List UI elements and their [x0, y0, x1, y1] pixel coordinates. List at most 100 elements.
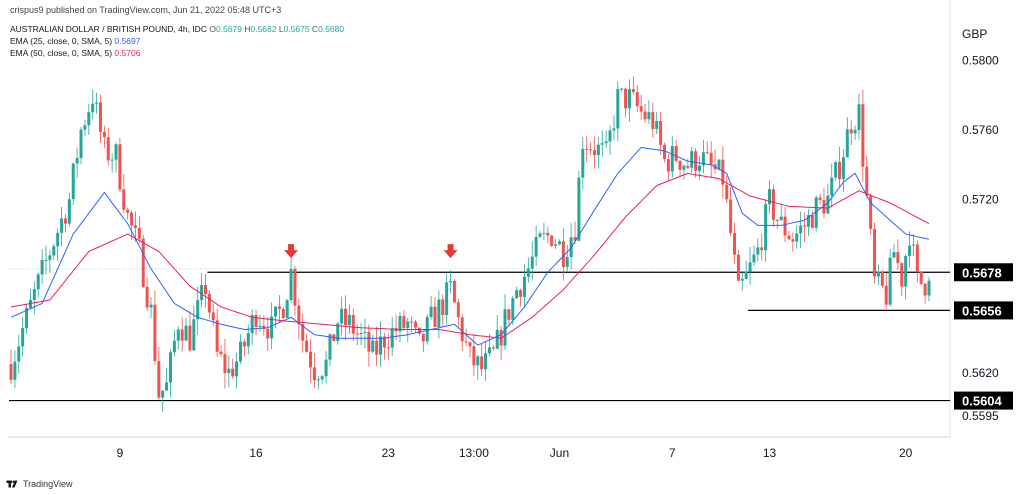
candle-body: [709, 152, 713, 165]
currency-label: GBP: [962, 27, 987, 41]
candle-body: [379, 336, 383, 355]
time-tick-label: 20: [899, 446, 913, 460]
price-tick-label: 0.5720: [962, 192, 999, 206]
candle-body: [456, 302, 460, 318]
candle-body: [145, 286, 149, 308]
candle-body: [40, 259, 44, 275]
ema-50-line: [10, 172, 930, 339]
candle-body: [779, 216, 783, 221]
candle-body: [192, 319, 196, 351]
candle-body: [246, 333, 250, 347]
candle-body: [293, 268, 297, 306]
candle-body: [690, 151, 694, 168]
candle-body: [165, 382, 169, 391]
candle-body: [235, 361, 239, 377]
candle-body: [285, 300, 289, 318]
candle-body: [725, 184, 729, 200]
candle-body: [270, 316, 274, 339]
candle-body: [604, 141, 608, 144]
candle-body: [577, 177, 581, 241]
candle-body: [188, 325, 192, 351]
level-label-box: [954, 263, 1013, 282]
down-arrow-marker: [284, 244, 299, 259]
candle-body: [36, 274, 40, 290]
candle-body: [740, 278, 744, 281]
candle-body: [71, 163, 75, 200]
candle-body: [557, 241, 561, 245]
candle-body: [581, 148, 585, 178]
candle-body: [616, 88, 620, 129]
candle-body: [258, 325, 262, 327]
candle-body: [627, 89, 631, 109]
candle-body: [344, 308, 348, 326]
time-tick-label: 7: [669, 446, 676, 460]
candle-body: [631, 89, 635, 93]
candle-body: [911, 244, 915, 246]
candle-body: [398, 316, 402, 332]
candle-body: [67, 199, 71, 224]
candle-body: [421, 333, 425, 342]
candle-body: [464, 341, 468, 343]
candle-body: [814, 197, 818, 228]
candle-body: [705, 152, 709, 154]
ema-25-value: 0.5697: [114, 36, 141, 46]
candle-body: [184, 325, 188, 341]
candle-body: [56, 232, 60, 247]
candle-body: [87, 112, 91, 126]
candle-body: [468, 342, 472, 347]
candle-body: [406, 321, 410, 329]
candle-body: [752, 254, 756, 263]
price-tick-label: 0.5800: [962, 54, 999, 68]
candle-body: [289, 268, 293, 301]
candle-body: [445, 282, 449, 316]
candle-body: [853, 129, 857, 134]
candle-body: [647, 112, 651, 120]
candle-body: [410, 321, 414, 323]
candle-body: [122, 189, 126, 210]
time-axis: 9 16 23 13:00 Jun 7 13 20: [117, 446, 913, 460]
candle-body: [118, 144, 122, 190]
candle-body: [791, 239, 795, 242]
candle-body: [437, 299, 441, 327]
candle-body: [274, 306, 278, 317]
time-tick-label: Jun: [550, 446, 569, 460]
candle-body: [698, 165, 701, 171]
candle-body: [254, 314, 258, 327]
candle-body: [32, 289, 36, 300]
candle-body: [849, 129, 853, 134]
candle-body: [137, 227, 141, 239]
candle-body: [873, 228, 877, 277]
candle-body: [830, 177, 834, 196]
candle-body: [639, 106, 643, 112]
candle-body: [340, 308, 344, 324]
candle-body: [799, 225, 803, 234]
candle-body: [351, 314, 355, 334]
candle-body: [612, 128, 616, 131]
candle-body: [608, 130, 612, 142]
candle-body: [904, 256, 908, 287]
tradingview-footer[interactable]: TradingView: [6, 477, 73, 490]
candle-body: [729, 199, 733, 234]
candle-body: [231, 368, 235, 377]
candle-body: [733, 233, 737, 255]
candle-body: [503, 309, 507, 346]
candle-body: [651, 112, 655, 130]
time-tick-label: 23: [382, 446, 396, 460]
candle-body: [908, 245, 912, 257]
candlestick-series: [9, 76, 931, 412]
high-value: 0.5682: [250, 24, 277, 34]
symbol-legend: AUSTRALIAN DOLLAR / BRITISH POUND, 4h, I…: [10, 24, 344, 35]
candle-body: [682, 165, 686, 170]
candle-body: [845, 129, 849, 158]
candle-body: [371, 340, 375, 352]
candle-body: [596, 144, 600, 156]
candle-body: [771, 189, 775, 220]
candle-body: [554, 244, 558, 246]
candle-body: [266, 329, 270, 339]
candle-body: [538, 233, 542, 238]
candle-body: [130, 212, 134, 226]
candle-body: [9, 364, 13, 380]
candle-body: [223, 354, 227, 373]
candle-body: [643, 111, 647, 120]
